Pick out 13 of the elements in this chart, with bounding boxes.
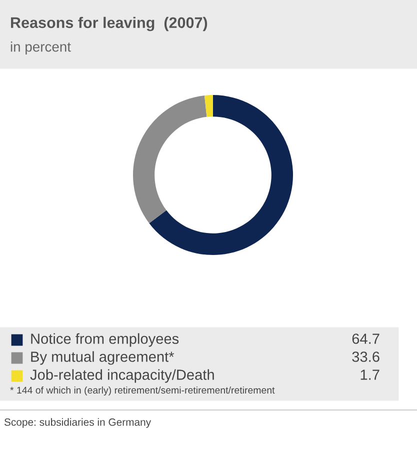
chart-title: Reasons for leaving (2007) <box>11 16 208 32</box>
chart-subtitle: in percent <box>10 42 71 54</box>
legend-label: Job-related incapacity/Death <box>30 369 214 383</box>
donut-slice <box>149 95 293 255</box>
text: * 144 of which in (early) retirement/semi-retirement/retirement <box>10 386 275 396</box>
text: Scope: subsidiaries in Germany <box>4 418 152 428</box>
data-label: 33.6 <box>352 352 380 362</box>
legend-label: Notice from employees <box>31 333 179 347</box>
data-label: 1.7 <box>360 370 380 380</box>
donut-slice <box>204 95 213 117</box>
donut-slice <box>133 95 207 224</box>
legend-label: By mutual agreement* <box>31 351 174 365</box>
data-label: 64.7 <box>352 334 380 344</box>
